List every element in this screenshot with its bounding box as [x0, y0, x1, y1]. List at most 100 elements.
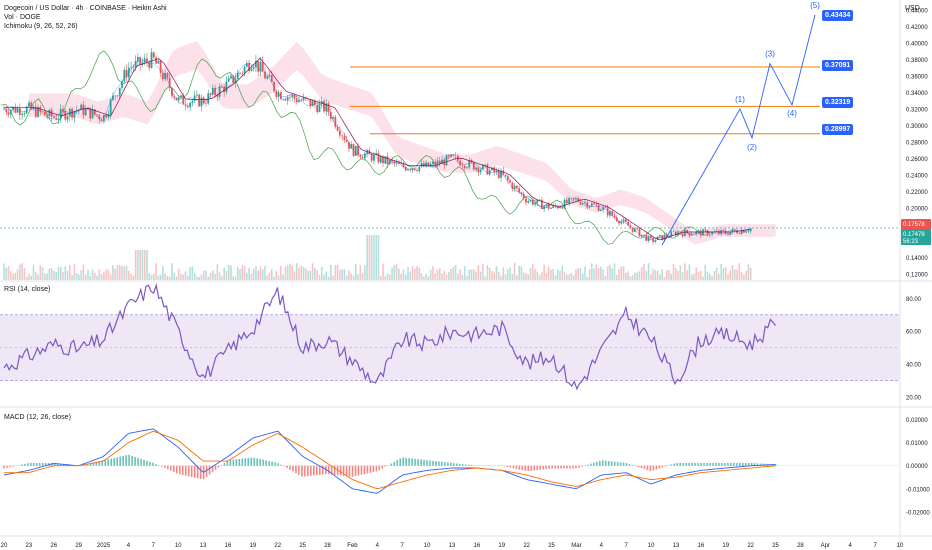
volume-bar: [57, 267, 60, 280]
candle-body: [91, 109, 94, 119]
candle-body: [391, 159, 393, 162]
volume-bar: [44, 273, 46, 280]
candle-body: [161, 73, 164, 80]
macd-histogram-bar: [113, 457, 116, 466]
volume-bar: [307, 270, 309, 280]
candle-body: [300, 100, 303, 101]
volume-bar: [207, 276, 210, 280]
volume-bar: [175, 276, 178, 280]
candle-body: [105, 115, 108, 118]
candle-body: [295, 98, 298, 103]
macd-histogram-bar: [682, 462, 685, 466]
volume-bar: [69, 264, 71, 280]
volume-bar: [650, 274, 652, 280]
macd-histogram-bar: [527, 465, 530, 472]
candle-body: [565, 199, 568, 204]
candle-body: [516, 185, 518, 189]
candle-body: [729, 232, 732, 235]
candle-body: [277, 92, 280, 97]
candle-body: [134, 60, 137, 68]
macd-histogram-bar: [506, 465, 509, 467]
volume-bar: [429, 269, 432, 280]
macd-histogram-bar: [530, 465, 533, 471]
candle-body: [152, 52, 155, 58]
volume-bar: [293, 271, 296, 280]
candle-body: [704, 229, 707, 231]
macd-histogram-bar: [601, 460, 604, 466]
candle-body: [123, 69, 126, 82]
volume-bar: [198, 276, 200, 280]
volume-bar: [202, 270, 205, 280]
candle-body: [264, 71, 266, 79]
candle-body: [357, 145, 359, 156]
wave-label: (5): [810, 1, 820, 10]
volume-bar: [636, 272, 638, 280]
volume-bar: [112, 264, 114, 280]
macd-tick-label: 0.02000: [906, 418, 928, 424]
candle-body: [604, 207, 607, 208]
candle-body: [388, 159, 391, 164]
ichimoku-tenkan-line: [3, 60, 751, 240]
candle-body: [506, 176, 509, 181]
volume-bar: [327, 276, 330, 280]
volume-bar: [348, 270, 350, 280]
volume-bar: [438, 267, 441, 280]
macd-histogram-bar: [184, 465, 187, 476]
candle-body: [643, 234, 645, 236]
macd-histogram-bar: [187, 465, 190, 477]
volume-bar: [706, 271, 709, 280]
candle-body: [266, 76, 269, 79]
candle-body: [14, 106, 17, 113]
macd-histogram-bar: [596, 461, 598, 466]
candle-body: [681, 233, 684, 237]
volume-bar: [34, 271, 37, 280]
volume-bar: [618, 269, 620, 280]
volume-bar: [502, 267, 505, 280]
volume-bar: [200, 274, 203, 280]
macd-histogram-bar: [190, 465, 193, 478]
current-price-tag-secondary: [901, 228, 931, 245]
volume-bar: [395, 264, 398, 280]
volume-bar: [407, 267, 409, 280]
volume-bar: [531, 263, 534, 280]
volume-bar: [724, 267, 727, 280]
candle-body: [252, 66, 255, 69]
volume-bar: [316, 270, 318, 280]
price-tick-label: 0.40000: [906, 42, 928, 48]
volume-bar: [302, 266, 305, 280]
volume-bar: [143, 250, 146, 280]
macd-histogram-bar: [557, 465, 559, 469]
macd-histogram-bar: [435, 461, 437, 466]
volume-bar: [180, 274, 182, 280]
candle-body: [545, 204, 548, 206]
macd-histogram-bar: [256, 458, 259, 466]
volume-bar: [30, 275, 33, 280]
macd-histogram-bar: [581, 465, 583, 467]
candle-body: [248, 63, 251, 72]
candle-body: [34, 106, 37, 117]
time-tick-label: 25: [772, 543, 779, 549]
candle-body: [354, 145, 357, 156]
volume-bar: [221, 276, 223, 280]
candle-body: [629, 225, 632, 228]
candle-body: [658, 235, 661, 237]
candle-body: [715, 230, 718, 232]
macd-histogram-bar: [330, 465, 333, 475]
candle-body: [645, 234, 648, 241]
candle-body: [205, 103, 207, 105]
volume-bar: [250, 273, 253, 280]
macd-histogram-bar: [262, 459, 264, 466]
volume-bar: [697, 271, 700, 280]
volume-bar: [314, 267, 316, 280]
volume-bar: [627, 271, 629, 280]
volume-bar: [561, 265, 564, 280]
candle-body: [41, 111, 44, 113]
volume-bar: [554, 275, 557, 280]
macd-histogram-bar: [110, 458, 113, 466]
candle-body: [561, 207, 564, 209]
volume-bar: [91, 269, 94, 280]
candle-body: [740, 229, 743, 234]
volume-bar: [357, 274, 359, 280]
macd-histogram-bar: [125, 455, 127, 466]
